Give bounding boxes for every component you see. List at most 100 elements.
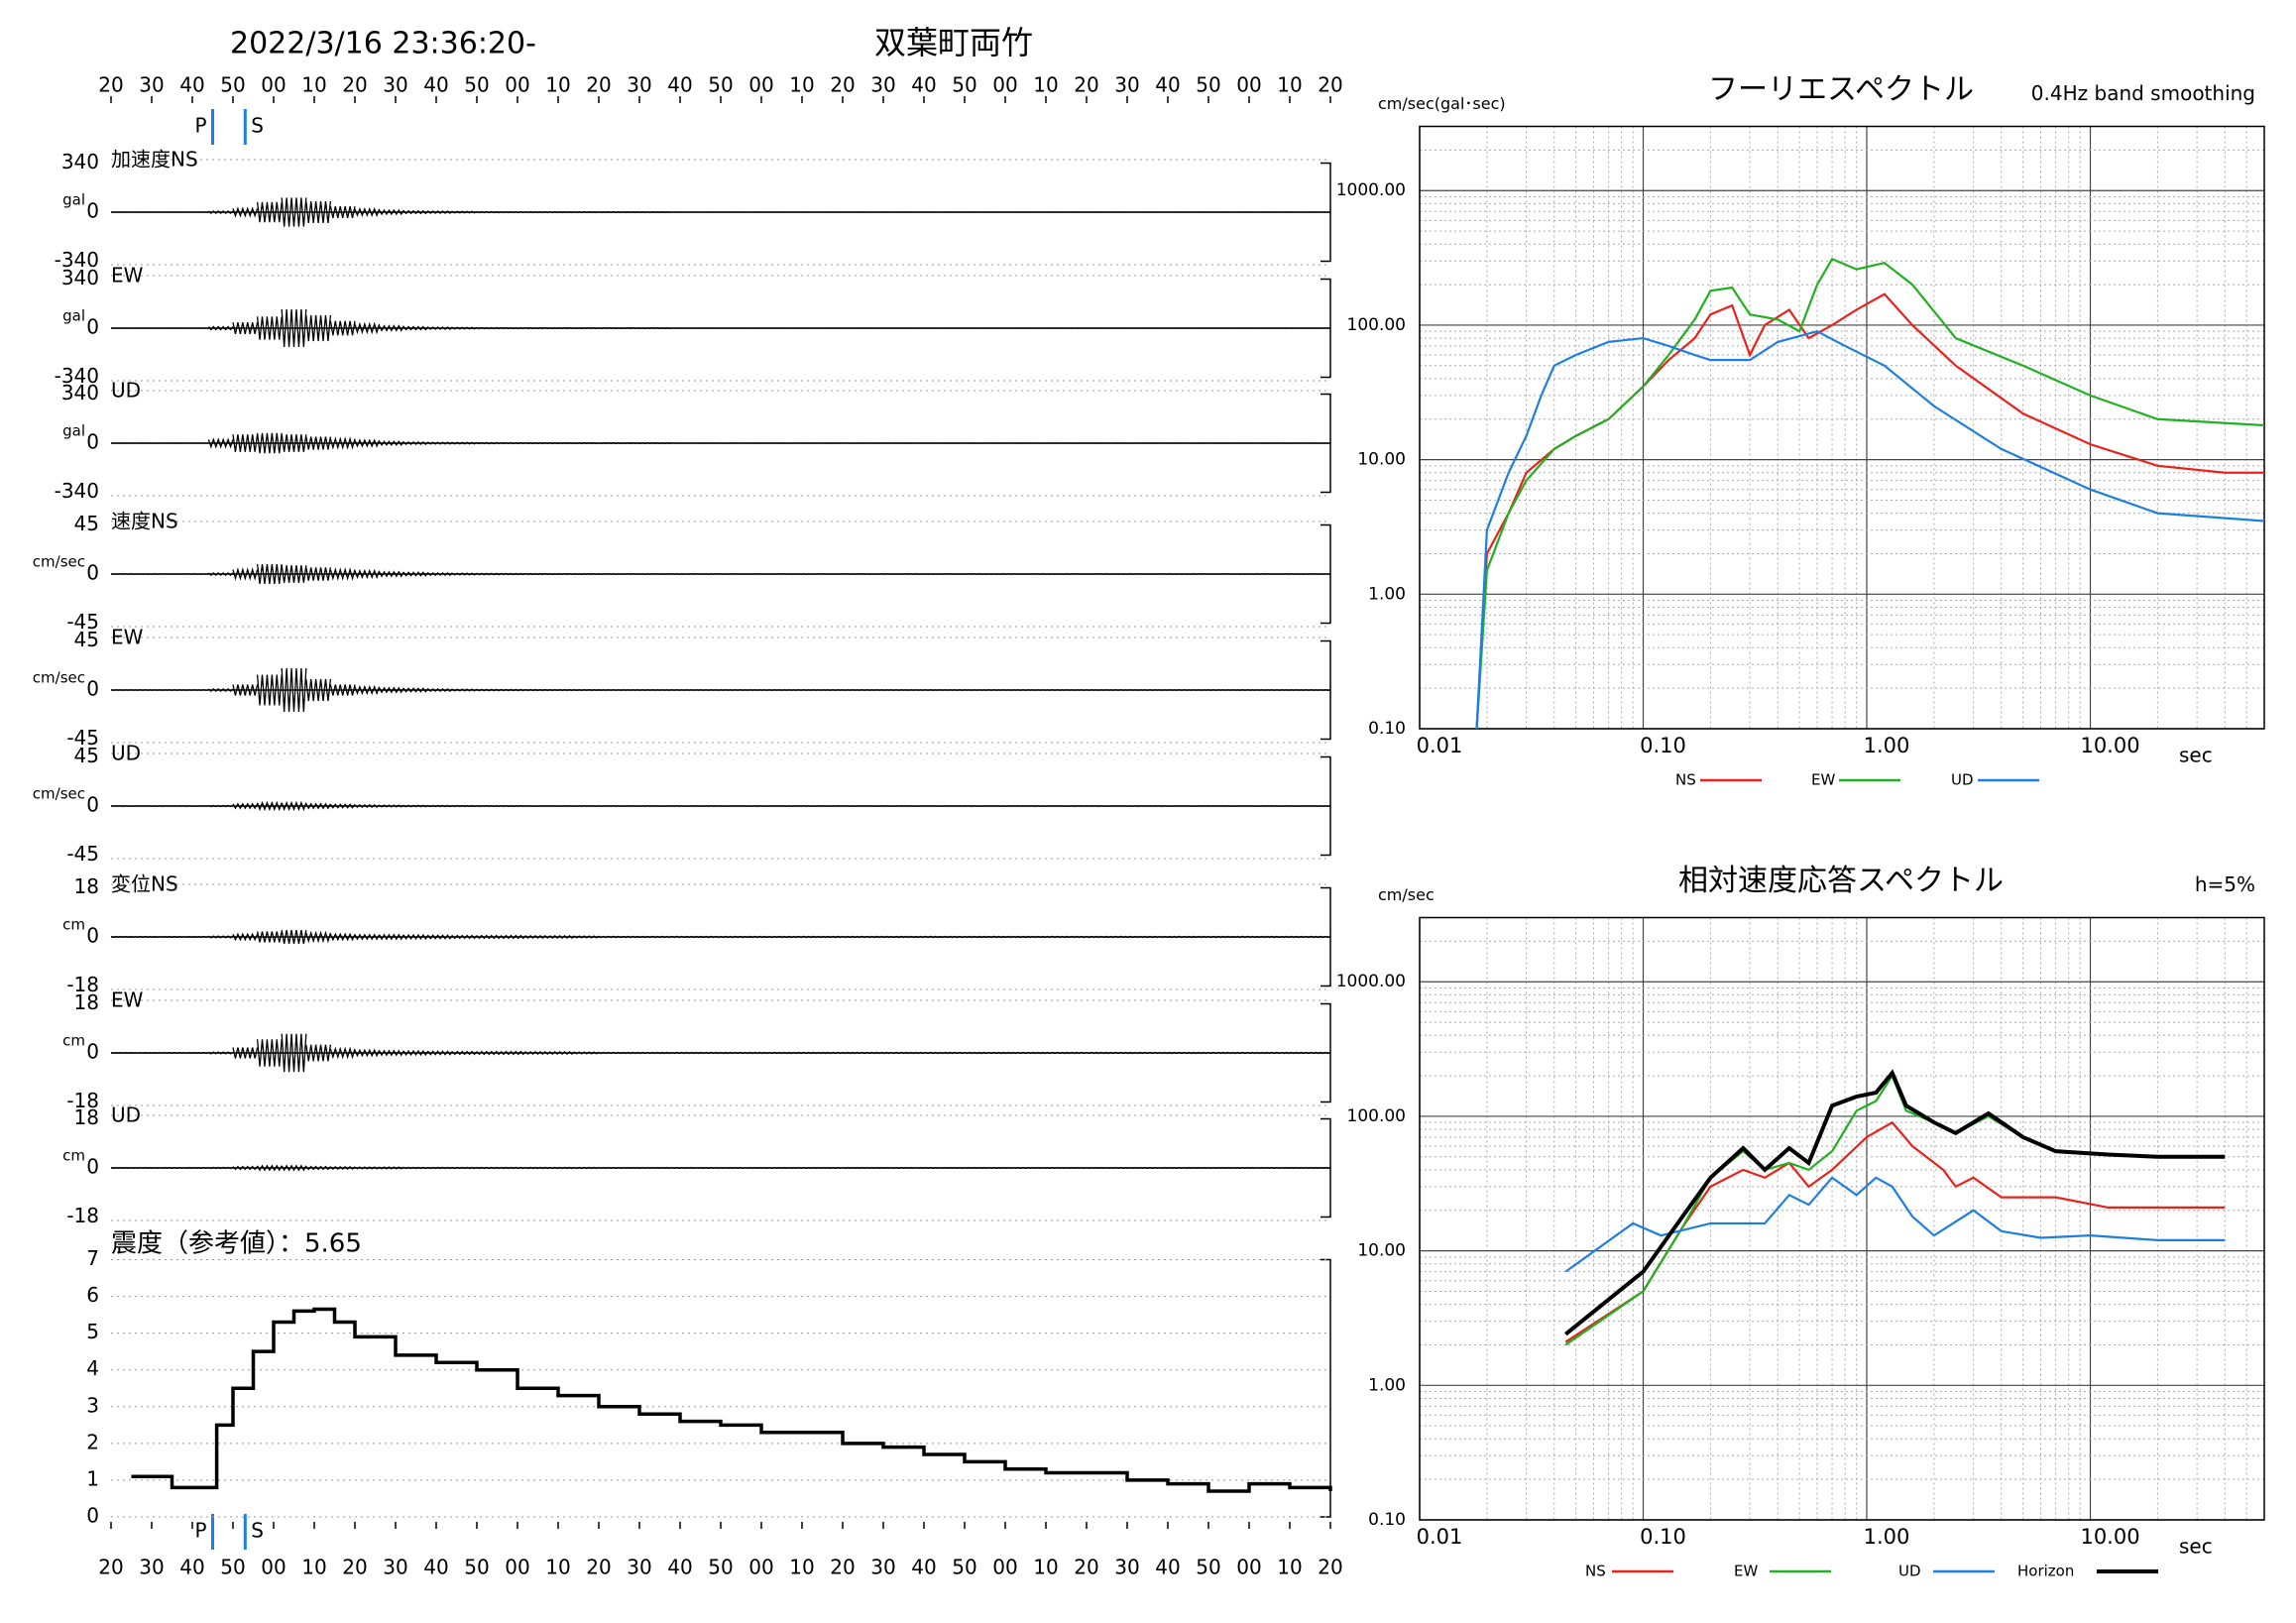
waveform-segment [256, 432, 283, 454]
x-tick-label: 0.10 [1640, 1525, 1686, 1549]
x-tick-label: 10 [301, 73, 326, 97]
waveform-segment [208, 935, 234, 939]
x-tick-label: 30 [627, 73, 651, 97]
waveform-segment [402, 1166, 429, 1170]
waveform-segment [452, 1166, 478, 1170]
waveform-segment [818, 935, 844, 939]
waveform-segment [866, 1051, 892, 1055]
waveform-segment [745, 1051, 770, 1055]
phase-label: P [194, 1519, 206, 1543]
waveform-segment [524, 935, 551, 939]
waveform-segment [354, 206, 381, 218]
unit-label: cm [62, 916, 85, 934]
waveform-segment [232, 684, 259, 696]
x-tick-label: 20 [830, 73, 855, 97]
x-tick-label: 40 [1155, 73, 1180, 97]
waveform-segment [646, 935, 673, 939]
y-tick-label: 2 [86, 1430, 99, 1453]
x-tick-label: 40 [1155, 1556, 1180, 1579]
waveform-segment [623, 211, 648, 213]
x-tick-label: 50 [708, 73, 733, 97]
waveform-segment [818, 1167, 844, 1169]
waveform-segment [1037, 935, 1063, 939]
waveform-segment [402, 440, 429, 446]
waveform-segment [524, 688, 551, 692]
waveform-segment [549, 572, 575, 576]
x-tick-label: 00 [992, 73, 1017, 97]
waveform-segment [379, 933, 404, 941]
waveform-segment [598, 935, 624, 939]
waveform-segment [793, 1167, 819, 1169]
y-tick-label: 3 [86, 1393, 99, 1417]
waveform-segment [598, 1167, 624, 1169]
x-tick-label: 40 [179, 73, 204, 97]
waveform-segment [1062, 935, 1088, 939]
waveform-segment [501, 210, 526, 214]
y-tick-label: -45 [66, 610, 99, 634]
unit-label: cm/sec [33, 553, 85, 571]
waveform-segment [402, 804, 429, 808]
waveform-segment [671, 1167, 697, 1169]
waveform-segment [964, 1167, 989, 1169]
waveform-segment [329, 932, 356, 942]
x-tick-label: 10 [1033, 73, 1058, 97]
waveform-segment [1232, 1051, 1258, 1055]
waveform-segment [402, 687, 429, 693]
waveform-segment [574, 211, 600, 213]
waveform-segment [549, 1166, 575, 1170]
waveform-segment [1207, 1051, 1233, 1055]
y-tick-label: 10.00 [1357, 1241, 1406, 1261]
waveform-segment [1256, 935, 1283, 939]
unit-label: cm/sec [33, 669, 85, 687]
waveform-segment [501, 572, 526, 576]
waveform-segment [110, 936, 136, 938]
waveform-segment [1134, 1051, 1161, 1055]
x-tick-label: 00 [505, 1556, 529, 1579]
waveform-segment [1256, 1051, 1283, 1055]
waveform-segment [452, 804, 478, 808]
waveform-segment [379, 1166, 404, 1170]
waveform-segment [696, 1051, 722, 1055]
y-tick-label: -45 [66, 842, 99, 866]
phase-label: S [251, 1519, 264, 1543]
waveform-segment [305, 678, 332, 702]
x-tick-label: 50 [1196, 73, 1220, 97]
waveform-segment [598, 211, 624, 213]
waveform-segment [281, 434, 307, 452]
waveform-segment [476, 441, 502, 445]
waveform-segment [1281, 1051, 1307, 1055]
y-tick-label: 18 [74, 1105, 99, 1129]
x-tick-label: 30 [139, 73, 164, 97]
x-tick-label: 0.10 [1640, 734, 1686, 757]
x-tick-label: 00 [261, 1556, 286, 1579]
waveform-segment [452, 441, 478, 445]
y-tick-label: 18 [74, 990, 99, 1014]
y-tick-label: 1000.00 [1336, 972, 1406, 991]
waveform-segment [696, 1167, 722, 1169]
x-tick-label: 30 [383, 1556, 407, 1579]
waveform-segment [720, 1167, 746, 1169]
x-tick-label: 10 [301, 1556, 326, 1579]
waveform-segment [1086, 935, 1111, 939]
waveform-segment [329, 567, 356, 581]
waveform-segment [1232, 935, 1258, 939]
waveform-segment [1110, 1051, 1136, 1055]
waveform-segment [379, 686, 404, 694]
y-tick-label: 18 [74, 874, 99, 898]
waveform-segment [402, 571, 429, 577]
x-tick-label: 50 [952, 73, 976, 97]
x-tick-label: 10 [545, 1556, 570, 1579]
waveform-segment [623, 1051, 648, 1055]
waveform-segment [1159, 935, 1185, 939]
waveform-segment [476, 804, 502, 808]
y-tick-label: 0.10 [1368, 719, 1406, 739]
waveform-segment [281, 1033, 307, 1073]
x-tick-label: 20 [98, 73, 123, 97]
waveform-segment [232, 932, 259, 942]
channel-label: 加速度NS [111, 148, 198, 172]
waveform-segment [720, 1051, 746, 1055]
waveform-segment [427, 572, 453, 576]
waveform-segment [501, 804, 526, 808]
waveform-segment [452, 572, 478, 576]
waveform-segment [305, 567, 332, 581]
